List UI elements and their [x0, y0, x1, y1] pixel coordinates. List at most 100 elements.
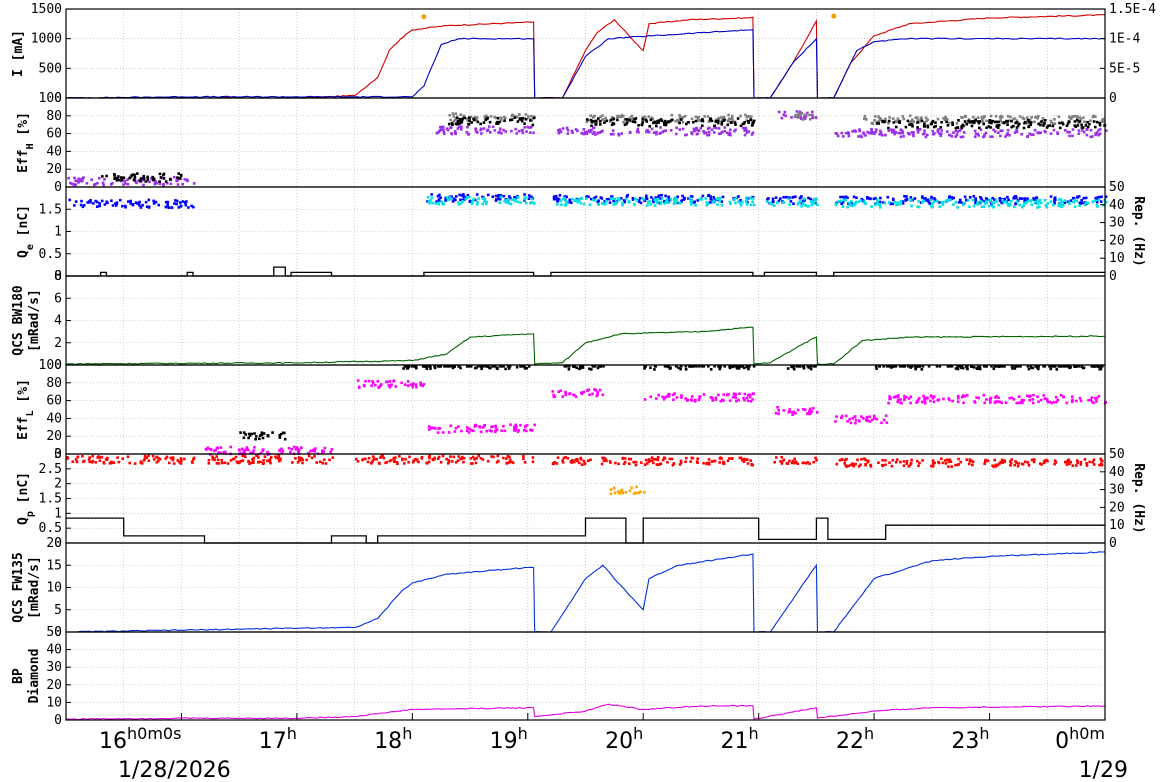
scatter-point: [127, 200, 130, 203]
scatter-point: [853, 129, 856, 132]
scatter-point: [925, 119, 928, 123]
scatter-point: [958, 365, 961, 368]
scatter-point: [947, 465, 950, 468]
scatter-point: [743, 398, 746, 402]
scatter-point: [866, 460, 870, 464]
scatter-point: [462, 114, 466, 118]
scatter-point: [674, 201, 678, 204]
scatter-point: [878, 365, 881, 368]
scatter-point: [750, 115, 753, 118]
scatter-point: [1022, 399, 1025, 402]
scatter-point: [659, 197, 663, 200]
y-tick-label: 10: [46, 581, 62, 596]
scatter-point: [1097, 394, 1101, 398]
scatter-point: [948, 458, 952, 462]
scatter-point: [915, 365, 918, 368]
scatter-point: [552, 462, 555, 465]
scatter-point: [982, 393, 986, 397]
scatter-point: [552, 393, 555, 397]
scatter-point: [1073, 365, 1076, 368]
scatter-point: [1021, 116, 1024, 120]
scatter-point: [931, 459, 935, 462]
scatter-point: [652, 131, 656, 134]
scatter-point: [121, 457, 124, 460]
scatter-point: [695, 365, 698, 368]
scatter-point: [366, 460, 370, 464]
scatter-point: [1049, 400, 1053, 404]
scatter-point: [459, 457, 462, 461]
scatter-point: [465, 131, 469, 134]
scatter-point: [475, 118, 478, 122]
scatter-point: [916, 121, 919, 124]
scatter-point: [947, 196, 951, 199]
scatter-point: [593, 196, 596, 200]
scatter-point: [933, 198, 937, 202]
scatter-point: [910, 365, 913, 368]
scatter-point: [643, 398, 647, 401]
scatter-point: [433, 456, 436, 460]
scatter-point: [959, 460, 962, 464]
scatter-point: [679, 459, 683, 463]
scatter-point: [141, 178, 145, 182]
scatter-point: [653, 198, 657, 201]
scatter-point: [696, 118, 700, 122]
scatter-point: [113, 174, 116, 177]
scatter-point: [691, 365, 694, 368]
scatter-point: [139, 460, 143, 464]
scatter-point: [181, 182, 184, 186]
scatter-point: [799, 196, 802, 200]
y-tick-label: 20: [46, 678, 62, 693]
scatter-point: [498, 201, 502, 204]
scatter-point: [76, 455, 80, 459]
scatter-point: [1037, 122, 1040, 126]
scatter-point: [1071, 400, 1074, 404]
scatter-point: [664, 396, 667, 399]
scatter-point: [841, 205, 845, 208]
scatter-point: [1099, 457, 1103, 461]
scatter-point: [811, 114, 815, 118]
scatter-point: [138, 179, 142, 183]
scatter-point: [572, 460, 576, 464]
scatter-point: [1006, 114, 1010, 118]
scatter-point: [480, 132, 483, 135]
scatter-point: [614, 461, 617, 465]
scatter-point: [972, 204, 976, 208]
scatter-point: [468, 119, 471, 122]
scatter-point: [808, 462, 811, 465]
scatter-point: [602, 459, 606, 462]
scatter-point: [456, 120, 460, 123]
scatter-point: [707, 365, 710, 368]
scatter-point: [695, 126, 698, 130]
scatter-point: [791, 365, 795, 369]
scatter-point: [222, 451, 226, 454]
scatter-point: [207, 462, 211, 465]
scatter-point: [266, 450, 269, 454]
scatter-point: [800, 205, 803, 208]
scatter-point: [975, 367, 979, 370]
right-tick-label: 50: [1109, 180, 1125, 195]
scatter-point: [931, 397, 935, 400]
scatter-point: [693, 200, 696, 204]
scatter-point: [655, 121, 658, 125]
scatter-point: [858, 419, 861, 422]
scatter-point: [521, 116, 524, 120]
scatter-point: [642, 198, 646, 201]
right-tick-label: 10: [1109, 251, 1125, 266]
scatter-point: [1026, 394, 1029, 398]
scatter-point: [1039, 201, 1043, 205]
scatter-point: [627, 457, 631, 461]
scatter-point: [714, 120, 718, 123]
scatter-point: [79, 203, 83, 207]
scatter-point: [499, 116, 503, 120]
scatter-point: [850, 200, 853, 203]
scatter-point: [467, 132, 471, 136]
scatter-point: [565, 365, 568, 368]
scatter-point: [530, 201, 534, 204]
scatter-point: [475, 193, 479, 196]
scatter-point: [971, 115, 975, 119]
scatter-point: [982, 122, 985, 126]
scatter-point: [231, 457, 235, 461]
scatter-point: [941, 200, 945, 204]
scatter-point: [667, 195, 670, 199]
scatter-point: [213, 449, 216, 453]
